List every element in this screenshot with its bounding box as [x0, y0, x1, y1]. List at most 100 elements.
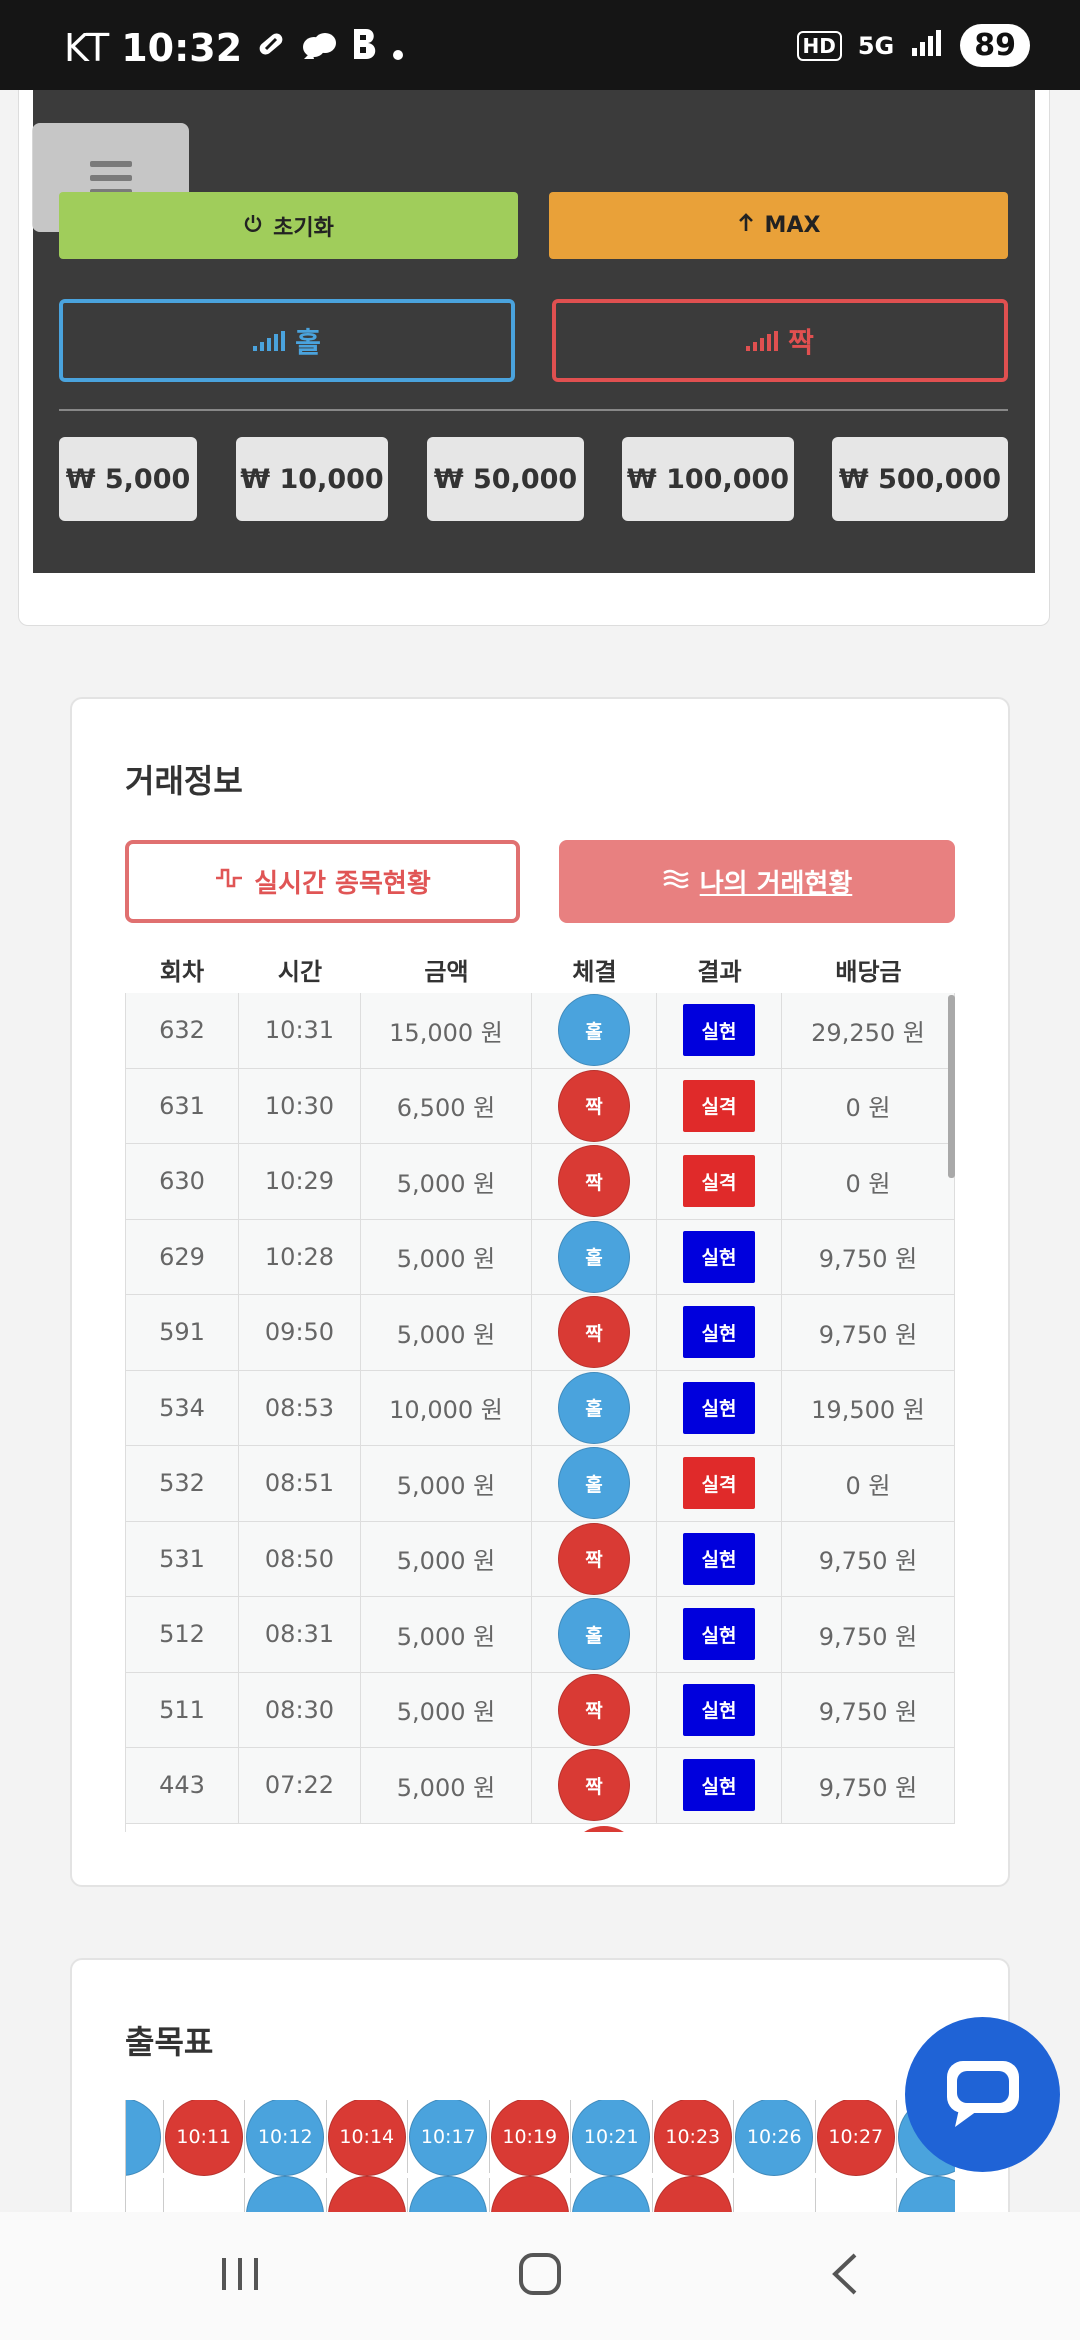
even-label: 짝 — [788, 325, 814, 359]
result-cell: 실현 — [657, 1597, 782, 1672]
history-cell: 10:12 — [245, 2100, 327, 2176]
odd-ball: 홀 — [558, 994, 630, 1067]
odd-ball — [572, 2175, 651, 2213]
even-ball: 10:11 — [164, 2100, 243, 2176]
result-cell: 실격 — [657, 1068, 782, 1143]
amount-cell: 5,000 원 — [361, 1597, 532, 1672]
result-badge: 실현 — [683, 1306, 755, 1359]
table-row: 512 08:31 5,000 원 홀 실현 9,750 원 — [125, 1597, 955, 1673]
even-ball: 10:23 — [653, 2100, 732, 2176]
round-cell: 531 — [125, 1521, 239, 1596]
result-cell: 실격 — [657, 1144, 782, 1219]
max-button[interactable]: MAX — [549, 192, 1008, 259]
odd-ball: 홀 — [558, 1447, 630, 1520]
history-row-top: 10:11 10:12 10:14 10:17 10:19 10:21 10:23 10:26… — [126, 2100, 955, 2176]
pick-cell: 짝 — [532, 1068, 657, 1143]
reset-button[interactable]: 초기화 — [59, 192, 518, 259]
table-scrollbar[interactable] — [948, 995, 955, 1178]
trade-table[interactable]: 회차 시간 금액 체결 결과 배당금 632 10:31 15,000 원 홀 실현 29,250 … — [125, 945, 955, 1832]
time-cell: 10:29 — [239, 1144, 361, 1219]
amount-cell: 6,500 원 — [361, 1068, 532, 1143]
power-icon — [243, 213, 263, 239]
history-cell: 10:27 — [816, 2100, 897, 2176]
home-button[interactable] — [500, 2212, 580, 2340]
history-cell — [734, 2178, 816, 2213]
pick-cell: 홀 — [532, 993, 657, 1068]
round-cell: 591 — [125, 1295, 239, 1370]
system-nav-bar — [0, 2212, 1080, 2340]
history-cell — [126, 2178, 164, 2213]
payout-cell: 29,250 원 — [782, 993, 955, 1068]
table-row: 532 08:51 5,000 원 홀 실격 0 원 — [125, 1446, 955, 1522]
pick-cell: 짝 — [532, 1748, 657, 1823]
amount-cell: 10,000 원 — [361, 1370, 532, 1445]
column-header: 배당금 — [835, 957, 902, 986]
amount-cell: 5,000 원 — [361, 1446, 532, 1521]
history-row-bottom — [126, 2175, 955, 2213]
battery-icon: 89 — [960, 24, 1030, 67]
chip-button-5000[interactable]: ₩ 5,000 — [59, 437, 197, 521]
amount-cell: 5,000 원 — [361, 1295, 532, 1370]
payout-cell: 0 원 — [782, 1144, 955, 1219]
waves-icon — [662, 867, 690, 897]
table-row: 632 10:31 15,000 원 홀 실현 29,250 원 — [125, 993, 955, 1069]
history-cell: 10:26 — [734, 2100, 816, 2176]
table-row: 534 08:53 10,000 원 홀 실현 19,500 원 — [125, 1370, 955, 1446]
round-cell: 532 — [125, 1446, 239, 1521]
history-cell — [245, 2175, 327, 2213]
even-ball: 10:14 — [327, 2100, 406, 2176]
pulse-icon — [214, 866, 244, 897]
tab-my-trades[interactable]: 나의 거래현황 — [559, 840, 955, 923]
table-row: 511 08:30 5,000 원 짝 실현 9,750 원 — [125, 1672, 955, 1748]
result-badge: 실현 — [683, 1230, 755, 1283]
back-button[interactable] — [804, 2212, 884, 2340]
history-title: 출목표 — [125, 2023, 214, 2061]
clock: 10:32 — [121, 26, 243, 70]
signal-icon — [910, 28, 944, 64]
time-cell: 07:22 — [239, 1748, 361, 1823]
column-header: 결과 — [697, 957, 742, 986]
pick-cell: 짝 — [532, 1521, 657, 1596]
even-button[interactable]: 짝 — [552, 299, 1008, 382]
history-cell — [164, 2178, 245, 2213]
even-ball — [490, 2175, 569, 2213]
table-row: 531 08:50 5,000 원 짝 실현 9,750 원 — [125, 1521, 955, 1597]
recents-button[interactable] — [200, 2212, 280, 2340]
tab-realtime-label: 실시간 종목현황 — [254, 869, 431, 899]
hd-icon: HD — [796, 30, 842, 61]
column-header: 금액 — [424, 957, 469, 986]
chip-button-50000[interactable]: ₩ 50,000 — [427, 437, 584, 521]
result-cell: 실현 — [657, 1370, 782, 1445]
max-label: MAX — [764, 213, 821, 238]
payout-cell: 19,500 원 — [782, 1370, 955, 1445]
result-cell: 실현 — [657, 1219, 782, 1294]
odd-button[interactable]: 홀 — [59, 299, 515, 382]
back-icon — [827, 2251, 861, 2301]
result-badge: 실현 — [683, 1608, 755, 1661]
pick-cell: 짝 — [532, 1295, 657, 1370]
pick-cell: 홀 — [532, 1597, 657, 1672]
odd-ball: 10:17 — [409, 2100, 488, 2176]
pick-cell: 홀 — [532, 1219, 657, 1294]
chip-button-500000[interactable]: ₩ 500,000 — [832, 437, 1008, 521]
tab-realtime[interactable]: 실시간 종목현황 — [125, 840, 520, 923]
chat-bubble-icon — [943, 2055, 1023, 2135]
odd-ball: 홀 — [558, 1598, 630, 1671]
result-badge: 실현 — [683, 1004, 755, 1057]
round-cell: 512 — [125, 1597, 239, 1672]
result-badge: 실격 — [683, 1457, 755, 1510]
chip-button-10000[interactable]: ₩ 10,000 — [236, 437, 388, 521]
history-cell: 10:19 — [490, 2100, 571, 2176]
divider — [59, 409, 1008, 411]
odd-ball: 10:12 — [246, 2100, 325, 2176]
history-grid[interactable]: 10:11 10:12 10:14 10:17 10:19 10:21 10:23 10:26… — [125, 2100, 955, 2213]
round-cell: 630 — [125, 1144, 239, 1219]
table-row: 631 10:30 6,500 원 짝 실격 0 원 — [125, 1068, 955, 1144]
column-header: 시간 — [277, 957, 323, 986]
chat-button[interactable] — [905, 2017, 1060, 2172]
round-cell: 631 — [125, 1068, 239, 1143]
history-cell — [653, 2175, 734, 2213]
chip-button-100000[interactable]: ₩ 100,000 — [622, 437, 794, 521]
time-cell: 08:50 — [239, 1521, 361, 1596]
amount-cell: 5,000 원 — [361, 1144, 532, 1219]
